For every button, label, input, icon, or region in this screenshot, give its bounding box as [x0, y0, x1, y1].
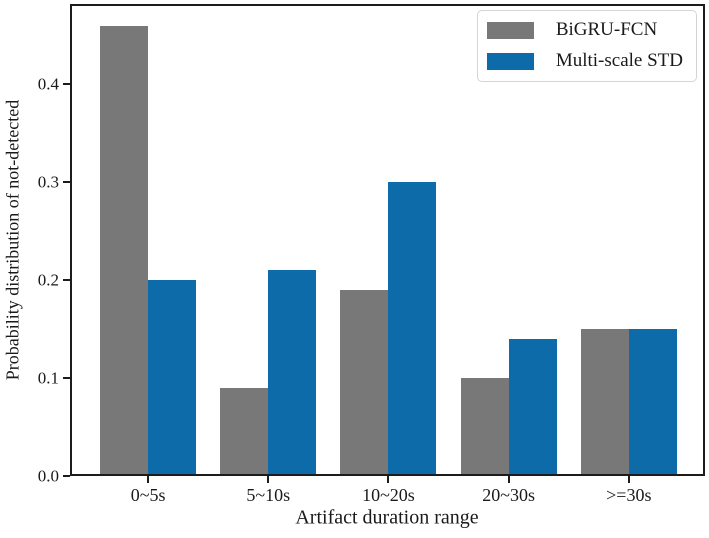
- y-tick-label: 0.4: [37, 74, 59, 94]
- legend-swatch-bigru-fcn: [486, 21, 534, 39]
- bar-bigru-fcn-0-5s: [100, 25, 149, 476]
- bar-multi-scale-std-30s: [628, 329, 677, 476]
- y-tick-label: 0.3: [37, 172, 59, 192]
- legend-entry-multi-scale-std: Multi-scale STD: [486, 49, 687, 72]
- legend-entry-bigru-fcn: BiGRU-FCN: [486, 19, 687, 41]
- legend: BiGRU-FCN Multi-scale STD: [476, 10, 697, 82]
- legend-label: BiGRU-FCN: [555, 19, 658, 40]
- x-tick-label-0-5s: 0~5s: [130, 485, 166, 505]
- x-tick-mark: [507, 476, 510, 483]
- x-tick-mark: [627, 476, 630, 483]
- x-tick-mark: [147, 476, 150, 483]
- x-axis-title: Artifact duration range: [295, 506, 479, 529]
- bar-multi-scale-std-0-5s: [148, 280, 197, 476]
- y-tick-mark: [63, 181, 70, 184]
- y-tick-mark: [63, 279, 70, 282]
- x-tick-label-10-20s: 10~20s: [362, 485, 415, 505]
- bar-multi-scale-std-20-30s: [508, 338, 557, 476]
- bar-multi-scale-std-10-20s: [388, 182, 437, 476]
- x-tick-mark: [267, 476, 270, 483]
- y-tick-mark: [63, 377, 70, 380]
- legend-swatch-multi-scale-std: [486, 52, 534, 70]
- x-tick-label-5-10s: 5~10s: [246, 485, 291, 505]
- y-tick-label: 0.2: [37, 270, 59, 290]
- x-tick-label-20-30s: 20~30s: [482, 485, 535, 505]
- plot-area: BiGRU-FCN Multi-scale STD 0.0 0.1 0.2 0.3 0.4…: [38, 4, 705, 504]
- bar-bigru-fcn-20-30s: [460, 378, 509, 476]
- bar-bigru-fcn-30s: [580, 329, 629, 476]
- bar-bigru-fcn-5-10s: [220, 387, 269, 476]
- bar-bigru-fcn-10-20s: [340, 289, 389, 476]
- x-tick-mark: [387, 476, 390, 483]
- y-tick-label: 0.1: [37, 368, 59, 388]
- y-axis-title: Probability distribution of not-detected: [2, 99, 23, 381]
- y-tick-label: 0.0: [37, 466, 59, 486]
- y-tick-mark: [63, 83, 70, 86]
- bar-multi-scale-std-5-10s: [268, 270, 317, 476]
- legend-label: Multi-scale STD: [555, 49, 683, 71]
- x-tick-label-30s: >=30s: [606, 485, 652, 505]
- y-tick-mark: [63, 475, 70, 477]
